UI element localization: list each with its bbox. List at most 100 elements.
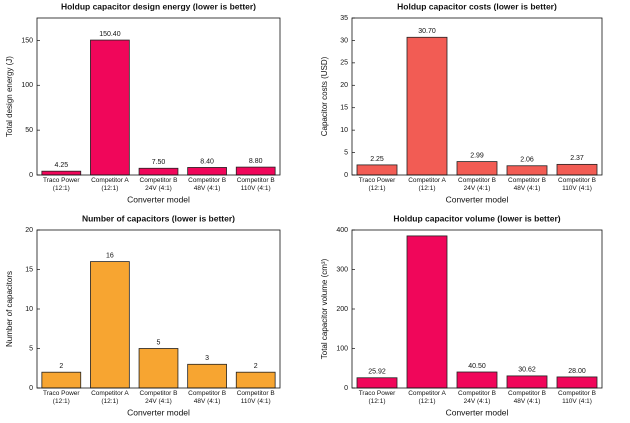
bar (406, 235, 448, 389)
x-tick-label: Traco Power (12:1) (358, 390, 396, 405)
x-tick-label: Competitor B 110V (4:1) (236, 390, 275, 405)
x-tick-label-box: Competitor B 48V (4:1) (508, 390, 546, 405)
x-tick-label: Competitor A (12:1) (91, 177, 129, 192)
value-label: 2 (59, 363, 63, 370)
bar (556, 163, 598, 176)
x-tick-label-box: Competitor B 48V (4:1) (188, 177, 227, 192)
x-tick-label-box: Traco Power (12:1) (358, 177, 396, 192)
y-tick-label: 0 (29, 385, 33, 392)
x-tick-label: Competitor B 24V (4:1) (139, 177, 178, 192)
y-tick-label: 20 (25, 227, 33, 234)
chart-title: Number of capacitors (lower is better) (82, 213, 235, 223)
y-tick-label: 10 (25, 306, 33, 313)
y-tick-label: 0 (344, 385, 348, 392)
plot-frame (36, 17, 281, 176)
value-label: 25.92 (368, 369, 386, 376)
x-axis-label: Converter model (127, 194, 190, 204)
value-label: 30.62 (518, 367, 536, 374)
x-tick-label: Traco Power (12:1) (42, 177, 80, 192)
value-label: 28.00 (568, 368, 586, 375)
y-axis-label: Number of capacitors (5, 271, 14, 347)
x-tick-label-box: Competitor B 24V (4:1) (140, 390, 178, 405)
x-axis-label: Converter model (446, 407, 509, 417)
y-tick-label: 35 (340, 15, 348, 22)
bar (138, 348, 179, 389)
x-tick-label-box: Competitor B 24V (4:1) (458, 177, 496, 192)
y-tick-label: 25 (340, 60, 348, 67)
bar (187, 363, 227, 389)
bar (90, 261, 130, 389)
x-tick-label: Competitor B 24V (4:1) (458, 390, 496, 405)
value-label: 2.37 (570, 155, 584, 162)
x-tick-label-box: Competitor B 24V (4:1) (458, 390, 496, 405)
y-tick-label: 200 (336, 306, 348, 313)
y-tick-label: 0 (29, 172, 33, 179)
bar (506, 375, 548, 389)
x-tick-label: Traco Power (12:1) (358, 177, 396, 192)
y-tick-label: 100 (336, 345, 348, 352)
bar (456, 371, 498, 389)
x-tick-label-box: Competitor A (12:1) (408, 177, 446, 192)
y-tick-label: 5 (29, 345, 33, 352)
y-tick-label: 100 (21, 82, 33, 89)
x-tick-label-box: Competitor B 24V (4:1) (139, 177, 178, 192)
x-tick-label: Traco Power (12:1) (42, 390, 80, 405)
x-tick-label-box: Competitor A (12:1) (91, 177, 129, 192)
y-tick-label: 150 (21, 37, 33, 44)
plot-frame (36, 229, 281, 389)
x-tick-label-box: Competitor B 110V (4:1) (558, 177, 596, 192)
x-tick-label-box: Competitor A (12:1) (408, 390, 446, 405)
bar (90, 39, 130, 176)
bar (41, 371, 82, 389)
value-label: 2.99 (470, 152, 484, 159)
y-tick-label: 5 (344, 149, 348, 156)
bar (235, 371, 276, 389)
value-label: 5 (157, 339, 161, 346)
bar (138, 167, 179, 176)
plot-frame (351, 229, 603, 389)
x-tick-label: Competitor A (12:1) (408, 390, 446, 405)
value-label: 7.50 (152, 159, 166, 166)
value-label: 30.70 (418, 28, 436, 35)
value-label: 16 (106, 252, 114, 259)
bar (406, 36, 448, 176)
chart-title: Holdup capacitor volume (lower is better… (393, 213, 560, 223)
bar (356, 377, 398, 389)
x-tick-label-box: Traco Power (12:1) (358, 390, 396, 405)
x-tick-label: Competitor B 48V (4:1) (188, 390, 227, 405)
value-label: 2 (254, 363, 258, 370)
value-label: 2.25 (370, 156, 384, 163)
x-tick-label: Competitor B 110V (4:1) (558, 177, 596, 192)
x-tick-label: Competitor A (12:1) (408, 177, 446, 192)
x-tick-label-box: Competitor B 110V (4:1) (558, 390, 596, 405)
y-tick-label: 0 (344, 172, 348, 179)
x-tick-label-box: Traco Power (12:1) (42, 390, 80, 405)
x-tick-label: Competitor B 48V (4:1) (508, 390, 546, 405)
bar (235, 166, 276, 176)
x-tick-label: Competitor B 48V (4:1) (188, 177, 227, 192)
x-tick-label-box: Competitor B 48V (4:1) (508, 177, 546, 192)
y-tick-label: 15 (25, 266, 33, 273)
x-tick-label-box: Competitor B 110V (4:1) (236, 177, 275, 192)
x-tick-label-box: Competitor A (12:1) (91, 390, 129, 405)
chart-title: Holdup capacitor costs (lower is better) (397, 1, 557, 11)
y-tick-label: 50 (25, 127, 33, 134)
y-axis-label: Total capacitor volume (cm³) (320, 258, 329, 359)
value-label: 3 (205, 355, 209, 362)
x-tick-label-box: Competitor B 110V (4:1) (236, 390, 275, 405)
value-label: 2.06 (520, 157, 534, 164)
chart-title: Holdup capacitor design energy (lower is… (61, 1, 256, 11)
y-axis-label: Total design energy (J) (5, 56, 14, 137)
y-tick-label: 15 (340, 105, 348, 112)
value-label: 8.80 (249, 158, 263, 165)
bar (506, 165, 548, 176)
bar (556, 376, 598, 389)
value-label: 40.50 (468, 363, 486, 370)
bar (456, 161, 498, 176)
value-label: 4.25 (54, 162, 68, 169)
y-tick-label: 10 (340, 127, 348, 134)
x-tick-label: Competitor B 110V (4:1) (558, 390, 596, 405)
x-tick-label: Competitor B 110V (4:1) (236, 177, 275, 192)
bar (187, 167, 227, 176)
